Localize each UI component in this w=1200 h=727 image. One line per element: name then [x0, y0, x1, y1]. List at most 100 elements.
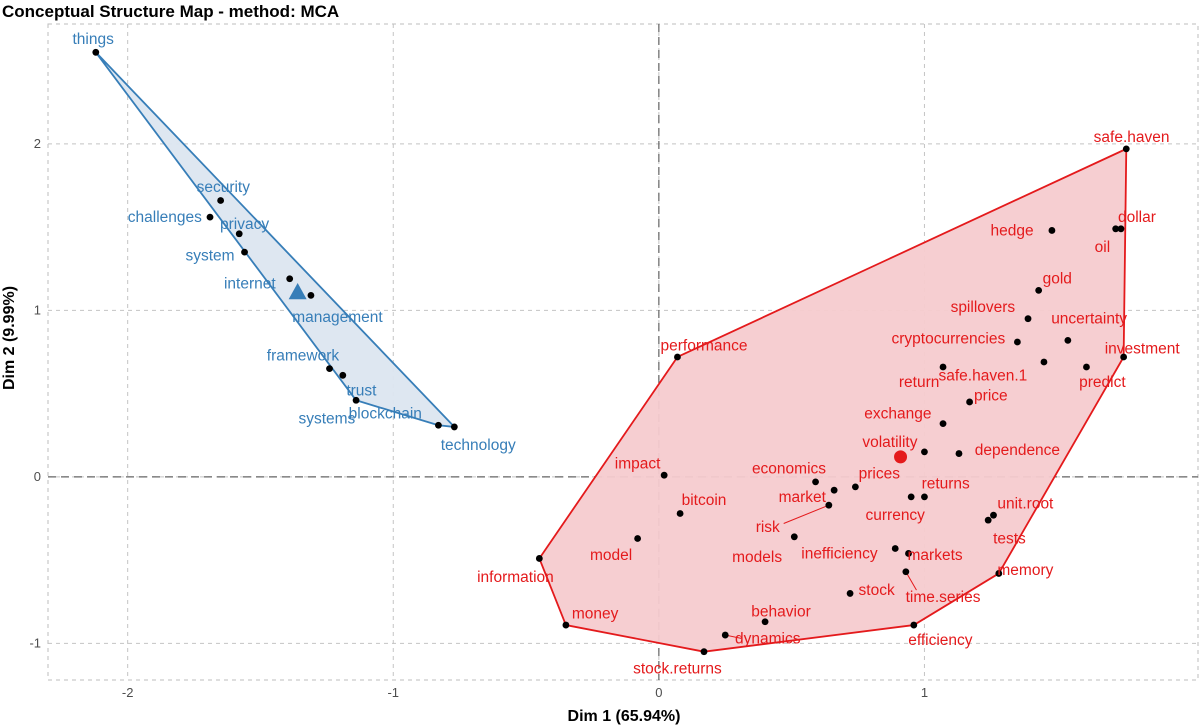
point-labels: things security challenges privacy system int… [72, 31, 1180, 677]
point-blockchain [435, 421, 442, 429]
point-management [307, 291, 315, 299]
label-inefficiency: inefficiency [801, 545, 878, 562]
label-dollar: dollar [1118, 209, 1156, 226]
label-markets: markets [908, 547, 963, 564]
point-gold [1035, 286, 1043, 294]
data-points [92, 48, 1130, 656]
point-price [966, 398, 973, 406]
x-tick-label: 1 [921, 685, 928, 700]
label-memory: memory [997, 562, 1053, 579]
point-efficiency [910, 621, 918, 629]
x-tick-label: -2 [122, 685, 134, 700]
label-stock: stock [859, 582, 895, 599]
label-dynamics: dynamics [735, 630, 801, 647]
point-system [241, 248, 248, 256]
y-axis-title: Dim 2 (9.99%) [1, 286, 18, 390]
point-time-series [902, 568, 910, 576]
label-safe-haven: safe.haven [1094, 129, 1170, 146]
label-dependence: dependence [975, 442, 1060, 459]
label-returns: returns [922, 476, 970, 493]
point-things [92, 48, 100, 56]
point-model [634, 535, 642, 542]
point-safe-haven-1 [1040, 358, 1048, 366]
leader-risk [783, 504, 830, 524]
label-safe-haven-1: safe.haven.1 [938, 367, 1027, 384]
label-things: things [72, 31, 114, 48]
label-money: money [572, 605, 619, 622]
label-system: system [185, 247, 234, 264]
point-returns [921, 493, 928, 501]
point-impact [660, 471, 668, 479]
label-return: return [899, 374, 940, 391]
point-systems [352, 396, 360, 404]
point-dollar [1117, 225, 1125, 233]
point-tests [984, 516, 992, 524]
point-predict [1083, 363, 1090, 371]
chart-title: Conceptual Structure Map - method: MCA [2, 2, 339, 21]
label-technology: technology [441, 437, 516, 454]
label-uncertainty: uncertainty [1051, 311, 1127, 328]
point-challenges [206, 213, 214, 221]
plot-border [47, 23, 1199, 681]
point-dependence [955, 450, 963, 457]
point-risk [825, 501, 833, 509]
label-efficiency: efficiency [908, 632, 973, 649]
cluster-1-centroid [288, 283, 307, 300]
label-spillovers: spillovers [951, 299, 1016, 316]
label-models: models [732, 549, 782, 566]
label-gold: gold [1043, 271, 1072, 288]
point-uncertainty [1064, 336, 1072, 344]
point-information [535, 555, 543, 562]
point-hedge [1048, 227, 1056, 234]
label-tests: tests [993, 530, 1026, 547]
point-behavior [761, 618, 769, 626]
point-volatility [921, 448, 928, 456]
point-spillovers [1024, 315, 1032, 323]
label-impact: impact [615, 456, 661, 473]
point-prices [851, 483, 859, 491]
point-performance [674, 353, 681, 361]
label-exchange: exchange [864, 406, 931, 423]
label-information: information [477, 569, 554, 586]
point-privacy [235, 230, 243, 238]
y-tick-label: 0 [34, 469, 41, 484]
y-tick-label: 1 [34, 302, 41, 317]
point-unit-root [990, 511, 997, 519]
label-behavior: behavior [751, 604, 810, 621]
point-trust [339, 371, 347, 379]
label-cryptocurrencies: cryptocurrencies [891, 331, 1005, 348]
label-time-series: time.series [906, 589, 981, 606]
label-prices: prices [859, 466, 901, 483]
point-bitcoin [676, 510, 684, 517]
label-currency: currency [866, 507, 926, 524]
point-internet [286, 275, 294, 283]
label-bitcoin: bitcoin [682, 492, 727, 509]
label-management: management [292, 309, 383, 326]
label-trust: trust [346, 382, 377, 399]
point-exchange [939, 420, 947, 427]
point-currency [907, 493, 915, 501]
label-predict: predict [1079, 374, 1126, 391]
point-investment [1120, 353, 1128, 361]
point-framework [326, 365, 333, 373]
label-internet: internet [224, 276, 276, 293]
point-security [217, 197, 225, 204]
x-axis-title: Dim 1 (65.94%) [568, 708, 681, 725]
point-markets [905, 550, 912, 557]
leader-time-series [905, 571, 917, 591]
point-stock [846, 590, 854, 597]
point-models [790, 533, 798, 541]
y-tick-label: 2 [34, 136, 41, 151]
point-market [830, 486, 838, 494]
y-tick-label: -1 [29, 635, 41, 650]
label-investment: investment [1105, 341, 1181, 358]
label-model: model [590, 547, 632, 564]
label-price: price [974, 387, 1008, 404]
label-risk: risk [756, 519, 780, 536]
label-systems: systems [298, 411, 355, 428]
label-hedge: hedge [991, 222, 1034, 239]
point-memory [995, 570, 1003, 577]
x-tick-label: -1 [387, 685, 399, 700]
label-market: market [779, 489, 827, 506]
cluster-2-centroid [894, 450, 908, 464]
